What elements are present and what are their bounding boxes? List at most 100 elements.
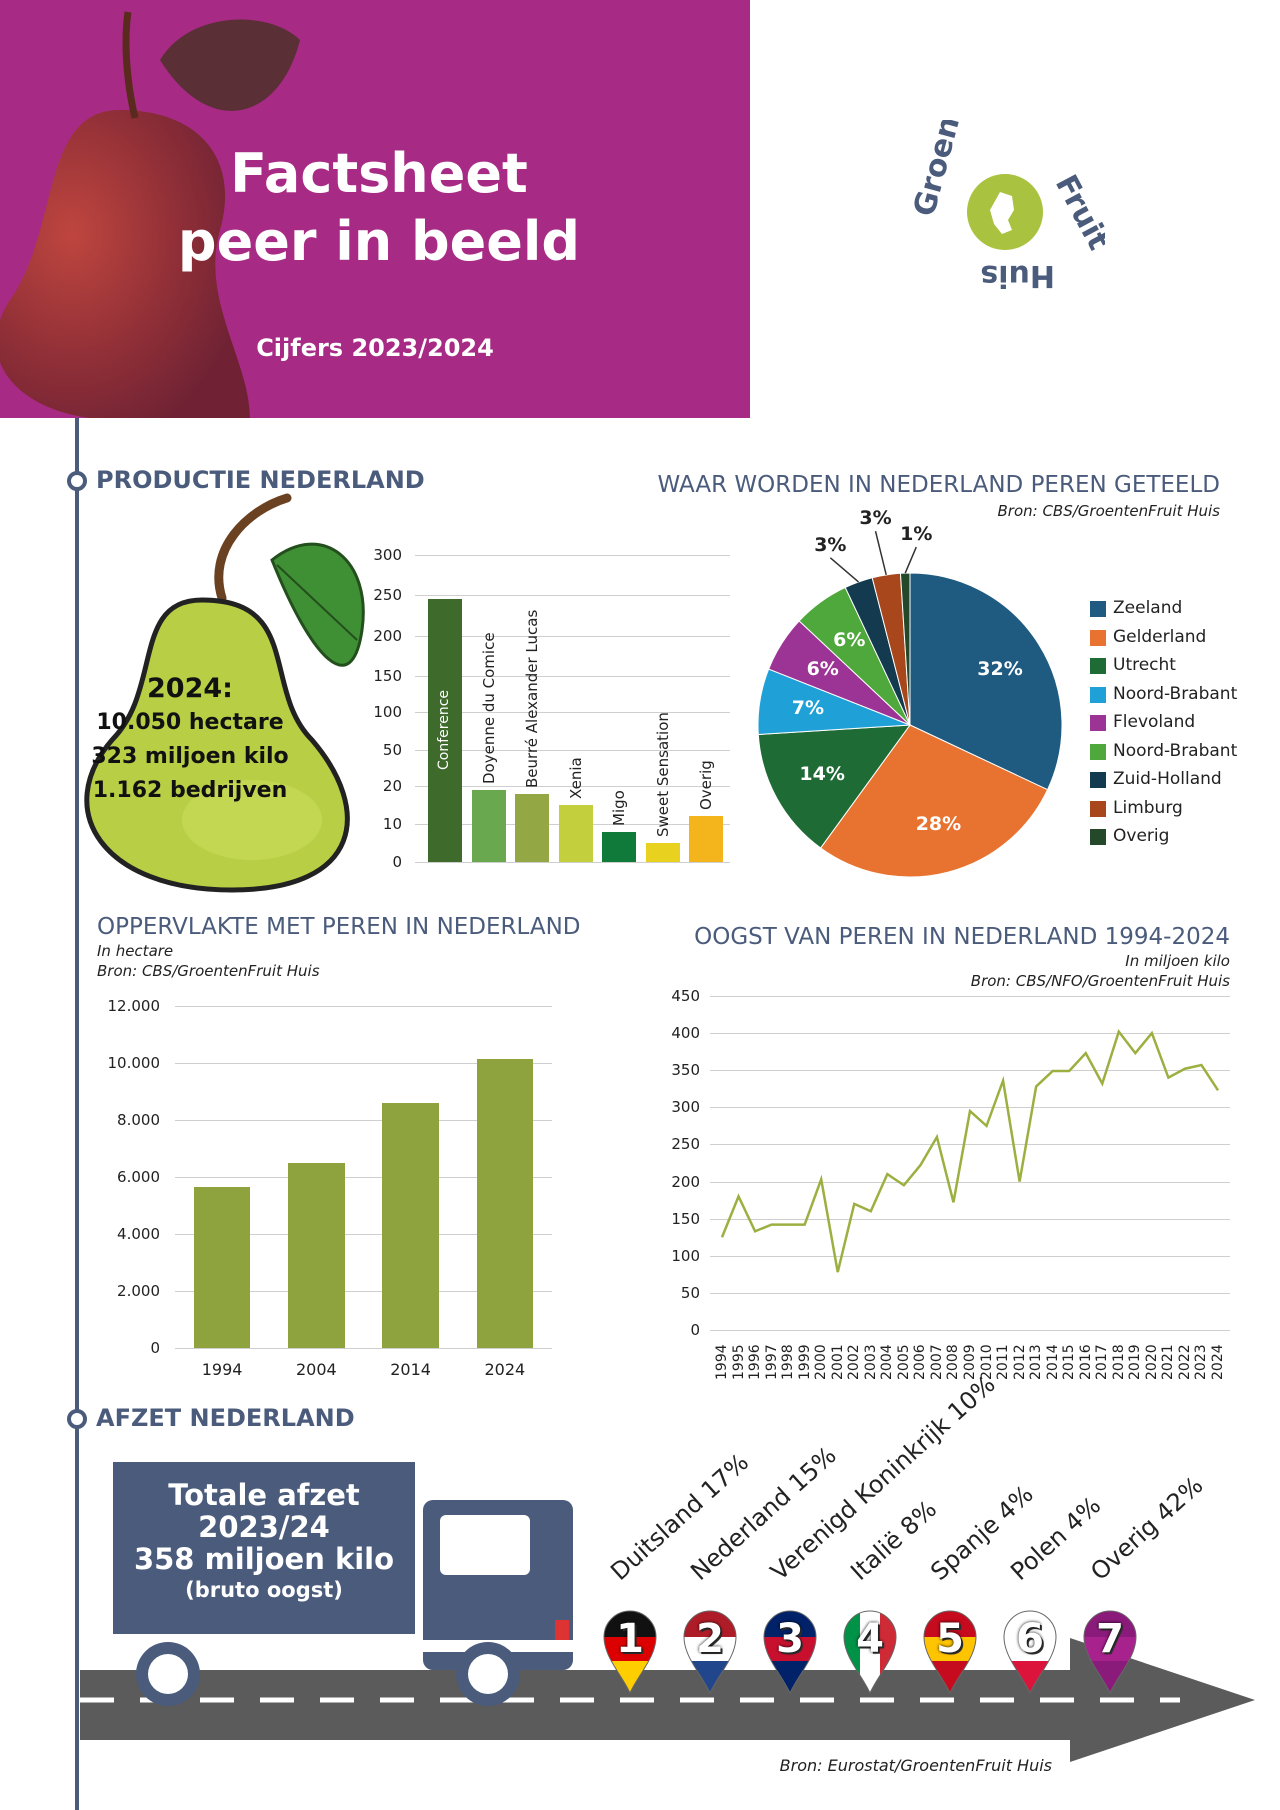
gridline xyxy=(710,1255,1230,1257)
y-tick-label: 8.000 xyxy=(117,1111,160,1129)
legend-label: Flevoland xyxy=(1113,712,1196,732)
legend-swatch xyxy=(1090,658,1106,674)
gridline xyxy=(415,786,730,787)
timeline-line xyxy=(75,418,79,1810)
legend-label: Utrecht xyxy=(1113,655,1176,675)
truck-line-4: (bruto oogst) xyxy=(185,1578,343,1602)
gridline xyxy=(175,1063,552,1064)
gridline xyxy=(175,1348,552,1349)
timeline-dot-afzet xyxy=(67,1409,87,1429)
pie-slice xyxy=(757,724,912,849)
variety-bar xyxy=(428,599,462,862)
gridline xyxy=(710,1144,1230,1146)
pie-value-label: 3% xyxy=(814,533,847,556)
x-tick-label: 1994 xyxy=(201,1360,243,1379)
pin-rank-number: 7 xyxy=(1096,1616,1124,1662)
legend-label: Noord-Brabant xyxy=(1113,740,1238,761)
timeline-dot-productie xyxy=(67,471,87,491)
y-tick-label: 350 xyxy=(671,1061,700,1080)
page-subtitle: Cijfers 2023/2024 xyxy=(256,334,494,362)
gridline xyxy=(415,555,730,556)
y-tick-label: 4.000 xyxy=(117,1225,160,1243)
pie-value-label: 1% xyxy=(900,523,933,546)
y-tick-label: 250 xyxy=(671,1135,700,1154)
line-svg xyxy=(720,1028,1220,1273)
harvest-chart-title: OOGST VAN PEREN IN NEDERLAND 1994-2024 xyxy=(694,924,1230,950)
area-chart-source: Bron: CBS/GroentenFruit Huis xyxy=(97,962,320,980)
x-tick-label: 2004 xyxy=(296,1360,337,1379)
y-tick-label: 100 xyxy=(671,1246,700,1265)
variety-bar xyxy=(471,789,506,862)
area-chart-unit: In hectare xyxy=(97,942,174,960)
gridline xyxy=(710,1292,1230,1294)
pie-value-label: 7% xyxy=(791,696,825,719)
page-title-line1: Factsheet xyxy=(230,142,528,205)
pin-rank-number: 4 xyxy=(856,1616,884,1662)
netherlands-flag-pin xyxy=(683,1610,737,1695)
gridline xyxy=(175,1234,552,1235)
poland-flag-pin xyxy=(1003,1610,1057,1695)
destination-label: Nederland 15% xyxy=(685,1441,842,1586)
gridline xyxy=(710,1218,1230,1220)
y-tick-label: 2.000 xyxy=(117,1282,160,1300)
gridline xyxy=(415,750,730,751)
truck-line-3: 358 miljoen kilo xyxy=(133,1542,395,1576)
gridline xyxy=(415,712,730,713)
pie-value-label: 3% xyxy=(859,507,892,530)
legend-swatch xyxy=(1090,715,1106,731)
legend-label: Gelderland xyxy=(1113,626,1207,647)
stat-kilo: 323 miljoen kilo xyxy=(91,744,289,769)
stat-bedrijven: 1.162 bedrijven xyxy=(92,778,288,803)
uk-flag-pin xyxy=(763,1610,817,1695)
y-tick-label: 150 xyxy=(373,667,402,685)
gridline xyxy=(710,1181,1230,1183)
harvest-line-chart: 450 400 350 300 250 200 150 100 50 0 1994 1995 1996 1… xyxy=(650,987,1240,1380)
y-tick-label: 10.000 xyxy=(107,1054,161,1072)
green-pear-illustration xyxy=(84,493,365,893)
gridline xyxy=(175,1291,552,1292)
pie-value-label: 6% xyxy=(806,657,839,680)
legend-swatch xyxy=(1090,772,1106,788)
pear-photo-illustration xyxy=(0,11,300,418)
gridline xyxy=(710,1107,1230,1109)
pie-chart-source: Bron: CBS/GroentenFruit Huis xyxy=(997,502,1220,520)
y-tick-label: 300 xyxy=(671,1098,700,1117)
pie-leader-line xyxy=(904,546,917,574)
harvest-chart-unit: In miljoen kilo xyxy=(1125,952,1230,970)
road-arrow-graphic xyxy=(80,1500,1255,1762)
y-tick-label: 12.000 xyxy=(107,997,161,1015)
area-chart-title: OPPERVLAKTE MET PEREN IN NEDERLAND xyxy=(97,914,581,940)
legend-swatch xyxy=(1090,629,1106,646)
gridline xyxy=(415,595,730,596)
variety-bar xyxy=(689,816,723,862)
gridline xyxy=(175,1120,552,1121)
gridline xyxy=(710,1033,1230,1035)
variety-bar xyxy=(558,805,593,862)
pie-value-label: 6% xyxy=(833,629,866,652)
logo-text-huis: Huis xyxy=(980,258,1055,293)
y-tick-label: 0 xyxy=(150,1339,160,1357)
x-tick-label: 2024 xyxy=(484,1360,526,1379)
pie-slice xyxy=(819,724,1049,878)
pie-slice xyxy=(909,572,1063,791)
stat-hectare: 10.050 hectare xyxy=(96,710,284,735)
y-tick-label: 250 xyxy=(373,586,402,604)
legend-label: Zuid-Holland xyxy=(1113,769,1222,789)
variety-bar xyxy=(515,793,549,862)
y-tick-label: 200 xyxy=(671,1172,700,1191)
pie-svg xyxy=(757,531,1063,878)
x-tick-label: 2014 xyxy=(390,1360,431,1379)
y-tick-label: 450 xyxy=(671,987,700,1005)
stat-year: 2024: xyxy=(147,673,233,704)
legend-swatch xyxy=(1090,829,1106,845)
y-tick-label: 400 xyxy=(671,1024,700,1043)
legend-label: Zeeland xyxy=(1113,598,1183,618)
area-bar xyxy=(476,1058,534,1348)
area-bar-chart: 12.000 10.000 8.000 6.000 4.000 2.000 0 1994 200… xyxy=(100,990,560,1390)
gridline xyxy=(175,1177,552,1178)
legend-label: Overig xyxy=(1113,826,1170,846)
gridline xyxy=(710,1330,1230,1331)
destination-label: Overig 42% xyxy=(1085,1471,1209,1586)
legend-swatch xyxy=(1090,800,1106,817)
